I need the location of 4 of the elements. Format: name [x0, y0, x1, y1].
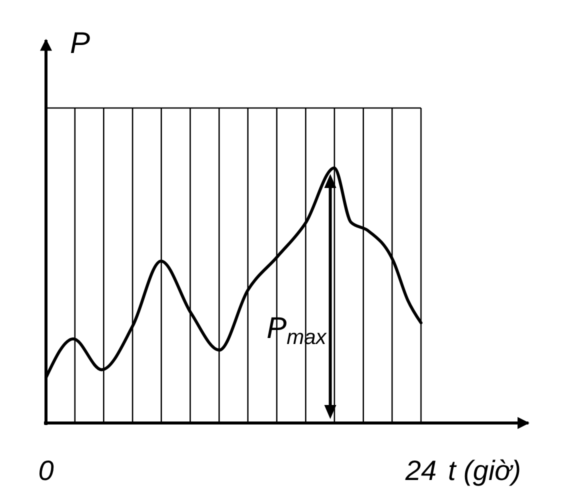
y-axis-title: P	[70, 27, 90, 60]
x-axis-title: t (giờ)	[448, 455, 521, 486]
x-tick-label: 24	[404, 455, 437, 486]
x-tick-label: 0	[38, 455, 54, 486]
